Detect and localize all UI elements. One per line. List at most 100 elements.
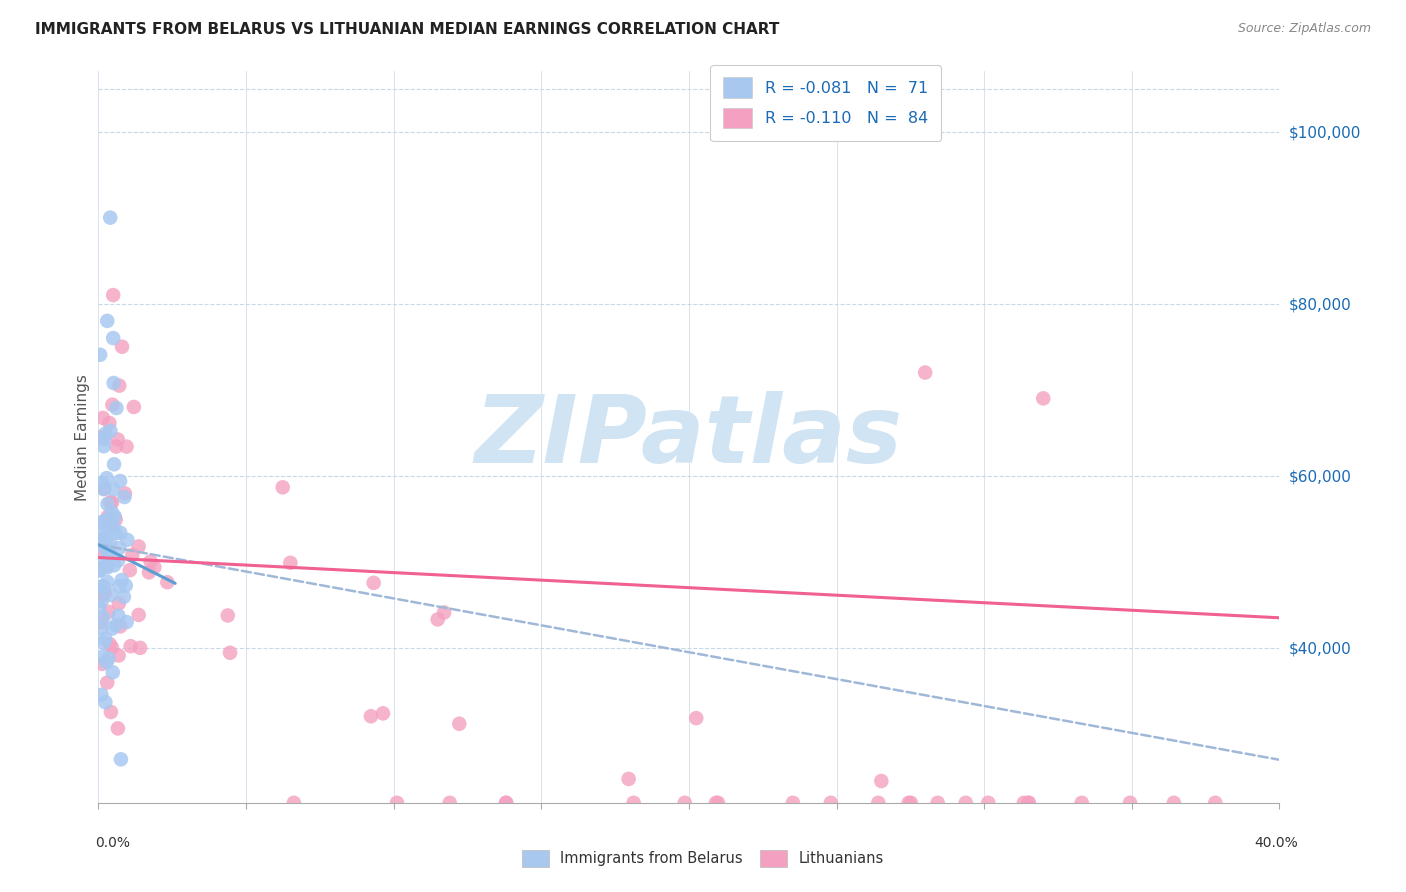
Point bbox=[91, 533, 114, 547]
Point bbox=[100, 705, 122, 719]
Point bbox=[927, 796, 949, 810]
Point bbox=[138, 566, 160, 580]
Point bbox=[868, 796, 890, 810]
Point bbox=[120, 639, 142, 653]
Point bbox=[97, 605, 120, 619]
Point bbox=[98, 517, 121, 532]
Point bbox=[115, 440, 138, 454]
Point bbox=[707, 796, 730, 810]
Point bbox=[108, 474, 131, 488]
Point bbox=[104, 526, 127, 541]
Point bbox=[90, 688, 112, 702]
Point bbox=[91, 581, 114, 595]
Point bbox=[103, 483, 125, 497]
Point bbox=[110, 752, 132, 766]
Point bbox=[97, 509, 120, 524]
Point bbox=[108, 541, 131, 555]
Point bbox=[782, 796, 804, 810]
Point bbox=[900, 796, 922, 810]
Point bbox=[1163, 796, 1185, 810]
Point bbox=[107, 648, 129, 663]
Point bbox=[105, 440, 128, 454]
Point bbox=[97, 651, 120, 665]
Point bbox=[897, 796, 920, 810]
Text: 40.0%: 40.0% bbox=[1254, 836, 1298, 850]
Point bbox=[101, 665, 124, 680]
Point bbox=[1204, 796, 1226, 810]
Point bbox=[90, 534, 112, 549]
Point bbox=[93, 540, 115, 554]
Point bbox=[96, 471, 118, 485]
Point bbox=[97, 524, 120, 539]
Point bbox=[93, 432, 115, 446]
Point bbox=[100, 513, 122, 527]
Point bbox=[90, 525, 112, 540]
Point bbox=[96, 675, 118, 690]
Point bbox=[93, 585, 115, 599]
Point bbox=[90, 475, 112, 490]
Y-axis label: Median Earnings: Median Earnings bbox=[75, 374, 90, 500]
Point bbox=[1012, 796, 1035, 810]
Point bbox=[89, 544, 111, 558]
Point bbox=[217, 608, 239, 623]
Point bbox=[98, 545, 121, 559]
Point bbox=[103, 520, 125, 534]
Point bbox=[96, 314, 118, 328]
Point bbox=[870, 774, 893, 789]
Point bbox=[271, 480, 294, 494]
Point bbox=[103, 288, 125, 302]
Point bbox=[495, 796, 517, 810]
Point bbox=[704, 796, 727, 810]
Point bbox=[977, 796, 1000, 810]
Point bbox=[96, 560, 118, 574]
Point bbox=[91, 649, 114, 664]
Point bbox=[103, 558, 125, 573]
Point bbox=[108, 579, 131, 593]
Point bbox=[91, 610, 114, 624]
Point bbox=[114, 486, 136, 500]
Legend: R = -0.081   N =  71, R = -0.110   N =  84: R = -0.081 N = 71, R = -0.110 N = 84 bbox=[710, 65, 941, 141]
Point bbox=[94, 536, 117, 550]
Point bbox=[110, 619, 132, 633]
Point bbox=[101, 398, 124, 412]
Point bbox=[112, 590, 135, 604]
Point bbox=[280, 556, 302, 570]
Point bbox=[89, 590, 111, 604]
Point bbox=[117, 533, 139, 547]
Point bbox=[90, 621, 112, 635]
Point bbox=[1119, 796, 1142, 810]
Point bbox=[495, 796, 517, 810]
Text: Source: ZipAtlas.com: Source: ZipAtlas.com bbox=[1237, 22, 1371, 36]
Point bbox=[108, 378, 131, 392]
Point bbox=[105, 618, 128, 632]
Point bbox=[94, 426, 117, 441]
Point bbox=[104, 509, 127, 524]
Point bbox=[363, 575, 385, 590]
Point bbox=[101, 495, 124, 509]
Point bbox=[122, 400, 145, 414]
Point bbox=[105, 401, 128, 415]
Point bbox=[820, 796, 842, 810]
Text: ZIPatlas: ZIPatlas bbox=[475, 391, 903, 483]
Point bbox=[91, 580, 114, 594]
Point bbox=[96, 497, 118, 511]
Point bbox=[107, 433, 129, 447]
Point bbox=[93, 636, 115, 650]
Point bbox=[115, 615, 138, 629]
Point bbox=[107, 722, 129, 736]
Point bbox=[371, 706, 394, 721]
Point bbox=[1018, 796, 1040, 810]
Point bbox=[439, 796, 461, 810]
Point bbox=[96, 574, 118, 589]
Point bbox=[94, 632, 117, 646]
Point bbox=[98, 416, 121, 430]
Point bbox=[156, 575, 179, 590]
Point bbox=[96, 558, 118, 573]
Point bbox=[98, 536, 121, 550]
Point bbox=[90, 533, 112, 548]
Point bbox=[283, 796, 305, 810]
Point bbox=[89, 561, 111, 575]
Point bbox=[111, 340, 134, 354]
Point bbox=[617, 772, 640, 786]
Point bbox=[1070, 796, 1092, 810]
